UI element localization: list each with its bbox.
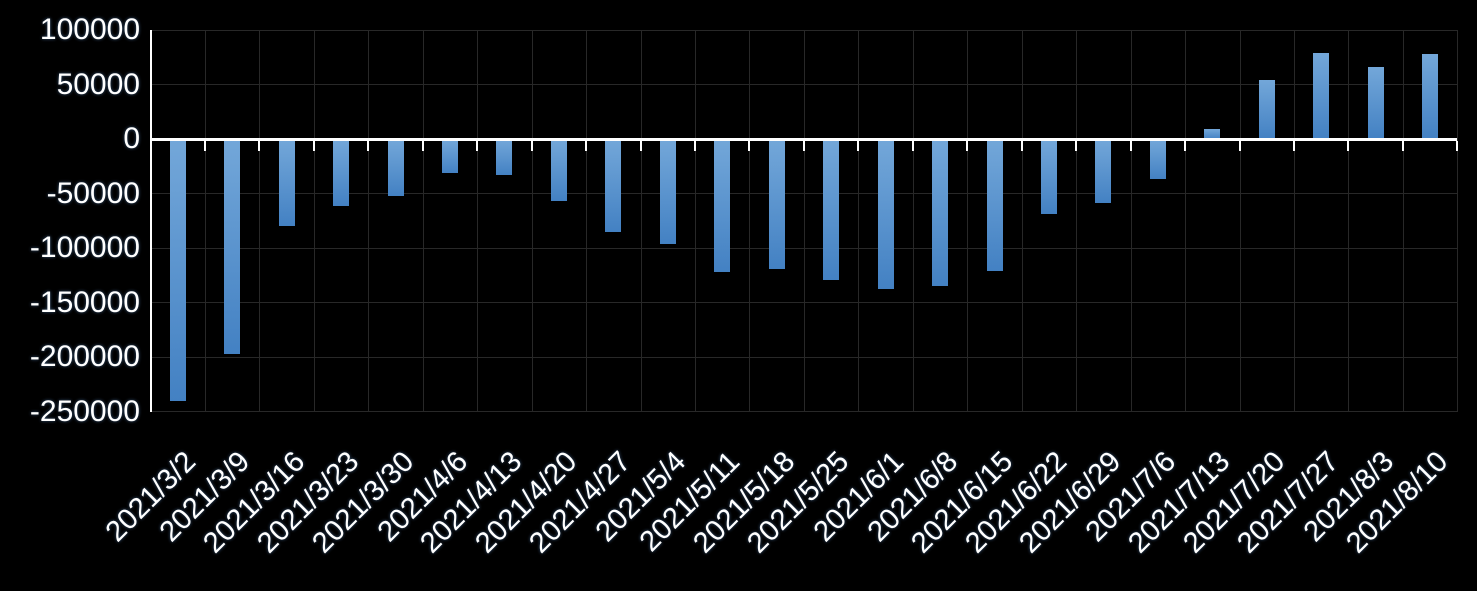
bar <box>169 140 186 401</box>
gridline-vertical <box>531 30 533 412</box>
bar <box>659 140 676 244</box>
y-tick-label: 50000 <box>56 67 140 101</box>
bar <box>1040 140 1057 215</box>
bar <box>496 140 513 175</box>
bar <box>1149 140 1166 180</box>
bar <box>1367 67 1384 139</box>
category-tick-mark <box>1075 140 1078 151</box>
gridline-vertical <box>259 30 261 412</box>
category-tick-mark <box>476 140 479 151</box>
gridline-vertical <box>1239 30 1241 412</box>
gridline-vertical <box>368 30 370 412</box>
category-tick-mark <box>312 140 315 151</box>
gridline-vertical <box>1348 30 1350 412</box>
category-tick-mark <box>258 140 261 151</box>
bar <box>1204 129 1221 139</box>
bar <box>768 140 785 269</box>
category-tick-mark <box>530 140 533 151</box>
gridline-vertical <box>749 30 751 412</box>
category-tick-mark <box>639 140 642 151</box>
gridline-vertical <box>858 30 860 412</box>
bar <box>932 140 949 287</box>
category-tick-mark <box>1129 140 1132 151</box>
category-tick-mark <box>966 140 969 151</box>
gridline-horizontal <box>150 411 1458 412</box>
bar <box>1422 53 1439 139</box>
y-tick-label: -150000 <box>29 285 140 319</box>
bar <box>823 140 840 280</box>
gridline-vertical <box>695 30 697 412</box>
bar <box>224 140 241 354</box>
bar <box>877 140 894 290</box>
bar <box>986 140 1003 271</box>
category-tick-mark <box>1347 140 1350 151</box>
gridline-vertical <box>204 30 206 412</box>
category-tick-mark <box>421 140 424 151</box>
category-tick-mark <box>911 140 914 151</box>
gridline-vertical <box>313 30 315 412</box>
category-tick-mark <box>1401 140 1404 151</box>
gridline-vertical <box>967 30 969 412</box>
y-tick-label: 100000 <box>39 13 140 46</box>
gridline-vertical <box>1021 30 1023 412</box>
category-tick-mark <box>857 140 860 151</box>
category-tick-mark <box>367 140 370 151</box>
y-tick-label: -250000 <box>29 394 140 428</box>
category-tick-mark <box>1238 140 1241 151</box>
gridline-vertical <box>640 30 642 412</box>
category-tick-mark <box>1020 140 1023 151</box>
bar <box>441 140 458 173</box>
bar <box>1095 140 1112 204</box>
gridline-vertical <box>586 30 588 412</box>
category-tick-mark <box>149 140 152 151</box>
y-tick-label: -100000 <box>29 231 140 264</box>
bar <box>333 140 350 207</box>
gridline-vertical <box>1457 30 1459 412</box>
gridline-vertical <box>1130 30 1132 412</box>
bar <box>1258 80 1275 139</box>
gridline-vertical <box>803 30 805 412</box>
bar <box>278 140 295 227</box>
bar <box>1313 52 1330 139</box>
category-tick-mark <box>802 140 805 151</box>
y-axis-line <box>149 30 152 412</box>
gridline-vertical <box>422 30 424 412</box>
gridline-vertical <box>1185 30 1187 412</box>
gridline-vertical <box>912 30 914 412</box>
bar <box>714 140 731 272</box>
gridline-vertical <box>477 30 479 412</box>
gridline-vertical <box>1402 30 1404 412</box>
category-tick-mark <box>694 140 697 151</box>
y-tick-label: -200000 <box>29 340 140 373</box>
category-tick-mark <box>203 140 206 151</box>
category-tick-mark <box>585 140 588 151</box>
bar <box>605 140 622 232</box>
zero-axis-line <box>149 137 1458 141</box>
gridline-vertical <box>1294 30 1296 412</box>
gridline-vertical <box>1076 30 1078 412</box>
category-tick-mark <box>1184 140 1187 151</box>
bar <box>550 140 567 202</box>
category-tick-mark <box>1456 140 1459 151</box>
category-tick-mark <box>1293 140 1296 151</box>
bar <box>387 140 404 196</box>
y-tick-label: -50000 <box>46 176 140 210</box>
y-tick-label: 0 <box>123 122 140 155</box>
category-tick-mark <box>748 140 751 151</box>
